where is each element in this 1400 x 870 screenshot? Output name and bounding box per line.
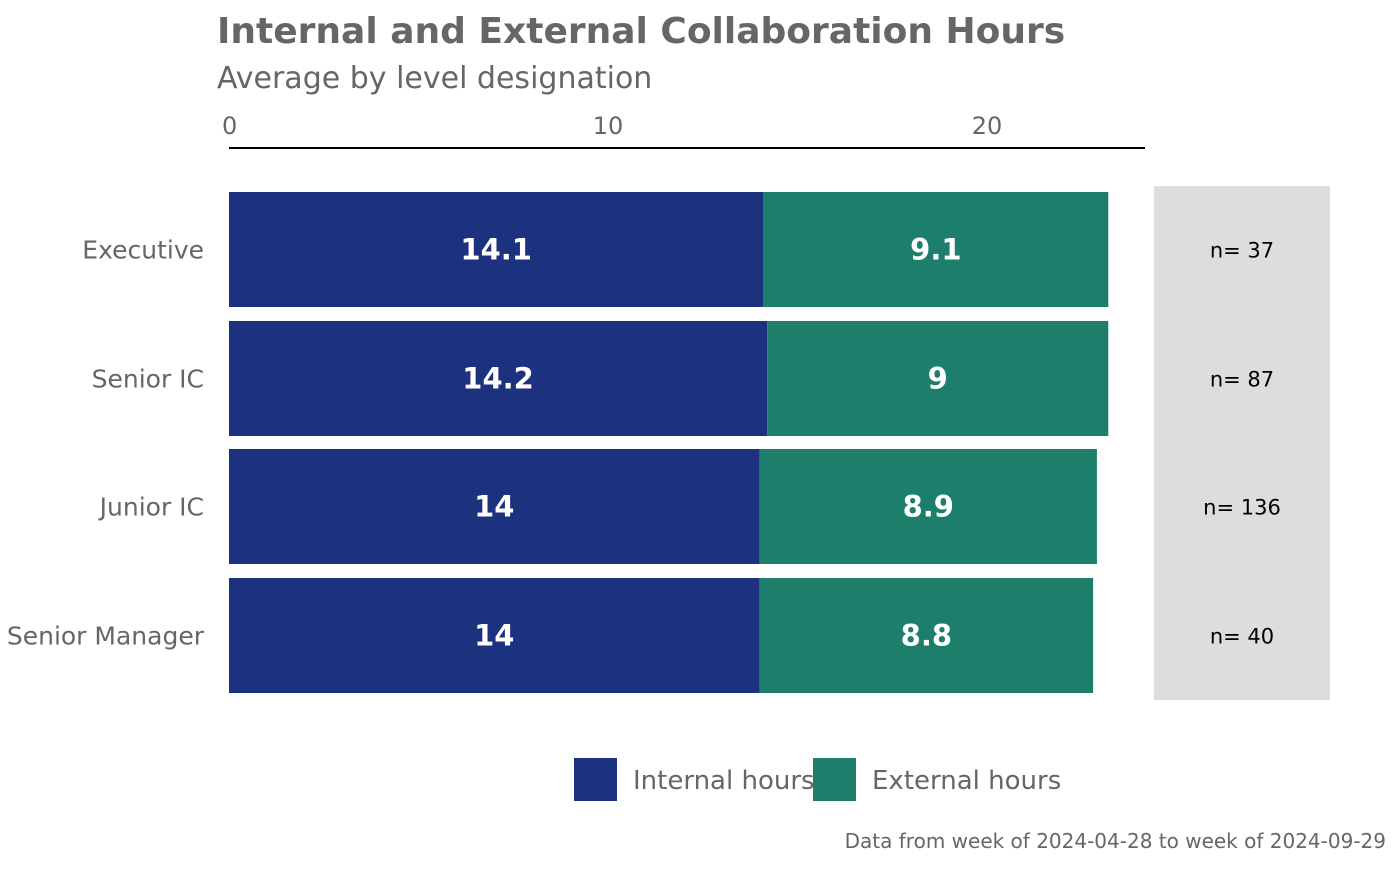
x-tick-label: 10 bbox=[593, 112, 624, 140]
category-label: Executive bbox=[82, 236, 204, 265]
chart-caption: Data from week of 2024-04-28 to week of … bbox=[845, 829, 1386, 853]
bar-internal bbox=[229, 321, 768, 436]
category-labels: Executive Senior IC Junior IC Senior Manage… bbox=[7, 236, 205, 651]
bar-internal bbox=[229, 578, 760, 693]
bar-value-label: 14.2 bbox=[462, 362, 534, 396]
bar-value-label: 14 bbox=[474, 490, 514, 524]
bar-internal bbox=[229, 192, 764, 307]
bars-group: 14.1 9.1 14.2 9 14 8.9 14 8.8 bbox=[229, 192, 1109, 693]
bar-internal bbox=[229, 449, 760, 564]
chart-subtitle: Average by level designation bbox=[217, 61, 652, 96]
legend-label: External hours bbox=[872, 766, 1061, 796]
bar-value-label: 9 bbox=[928, 362, 948, 396]
chart-title: Internal and External Collaboration Hour… bbox=[217, 11, 1065, 52]
bar-external bbox=[767, 321, 1109, 436]
legend-label: Internal hours bbox=[633, 766, 815, 796]
category-label: Senior Manager bbox=[7, 622, 205, 651]
x-tick-label: 20 bbox=[972, 112, 1003, 140]
count-panel: n= 37 n= 87 n= 136 n= 40 bbox=[1154, 186, 1330, 700]
count-label: n= 37 bbox=[1210, 239, 1274, 263]
count-label: n= 136 bbox=[1203, 496, 1281, 520]
bar-value-label: 8.9 bbox=[903, 490, 954, 524]
x-axis: 0 10 20 bbox=[222, 112, 1145, 149]
bar-external bbox=[759, 449, 1097, 564]
count-label: n= 40 bbox=[1210, 625, 1274, 649]
category-label: Junior IC bbox=[98, 493, 204, 522]
bar-value-label: 9.1 bbox=[910, 233, 961, 267]
bar-value-label: 14 bbox=[474, 619, 514, 653]
bar-value-label: 14.1 bbox=[460, 233, 532, 267]
bar-external bbox=[759, 578, 1094, 693]
category-label: Senior IC bbox=[92, 365, 204, 394]
legend-swatch bbox=[813, 758, 856, 801]
count-label: n= 87 bbox=[1210, 368, 1274, 392]
count-panel-background bbox=[1154, 186, 1330, 700]
x-tick-label: 0 bbox=[222, 112, 237, 140]
bar-external bbox=[763, 192, 1109, 307]
legend-swatch bbox=[574, 758, 617, 801]
bar-value-label: 8.8 bbox=[901, 619, 952, 653]
legend: Internal hours External hours bbox=[574, 758, 1061, 801]
